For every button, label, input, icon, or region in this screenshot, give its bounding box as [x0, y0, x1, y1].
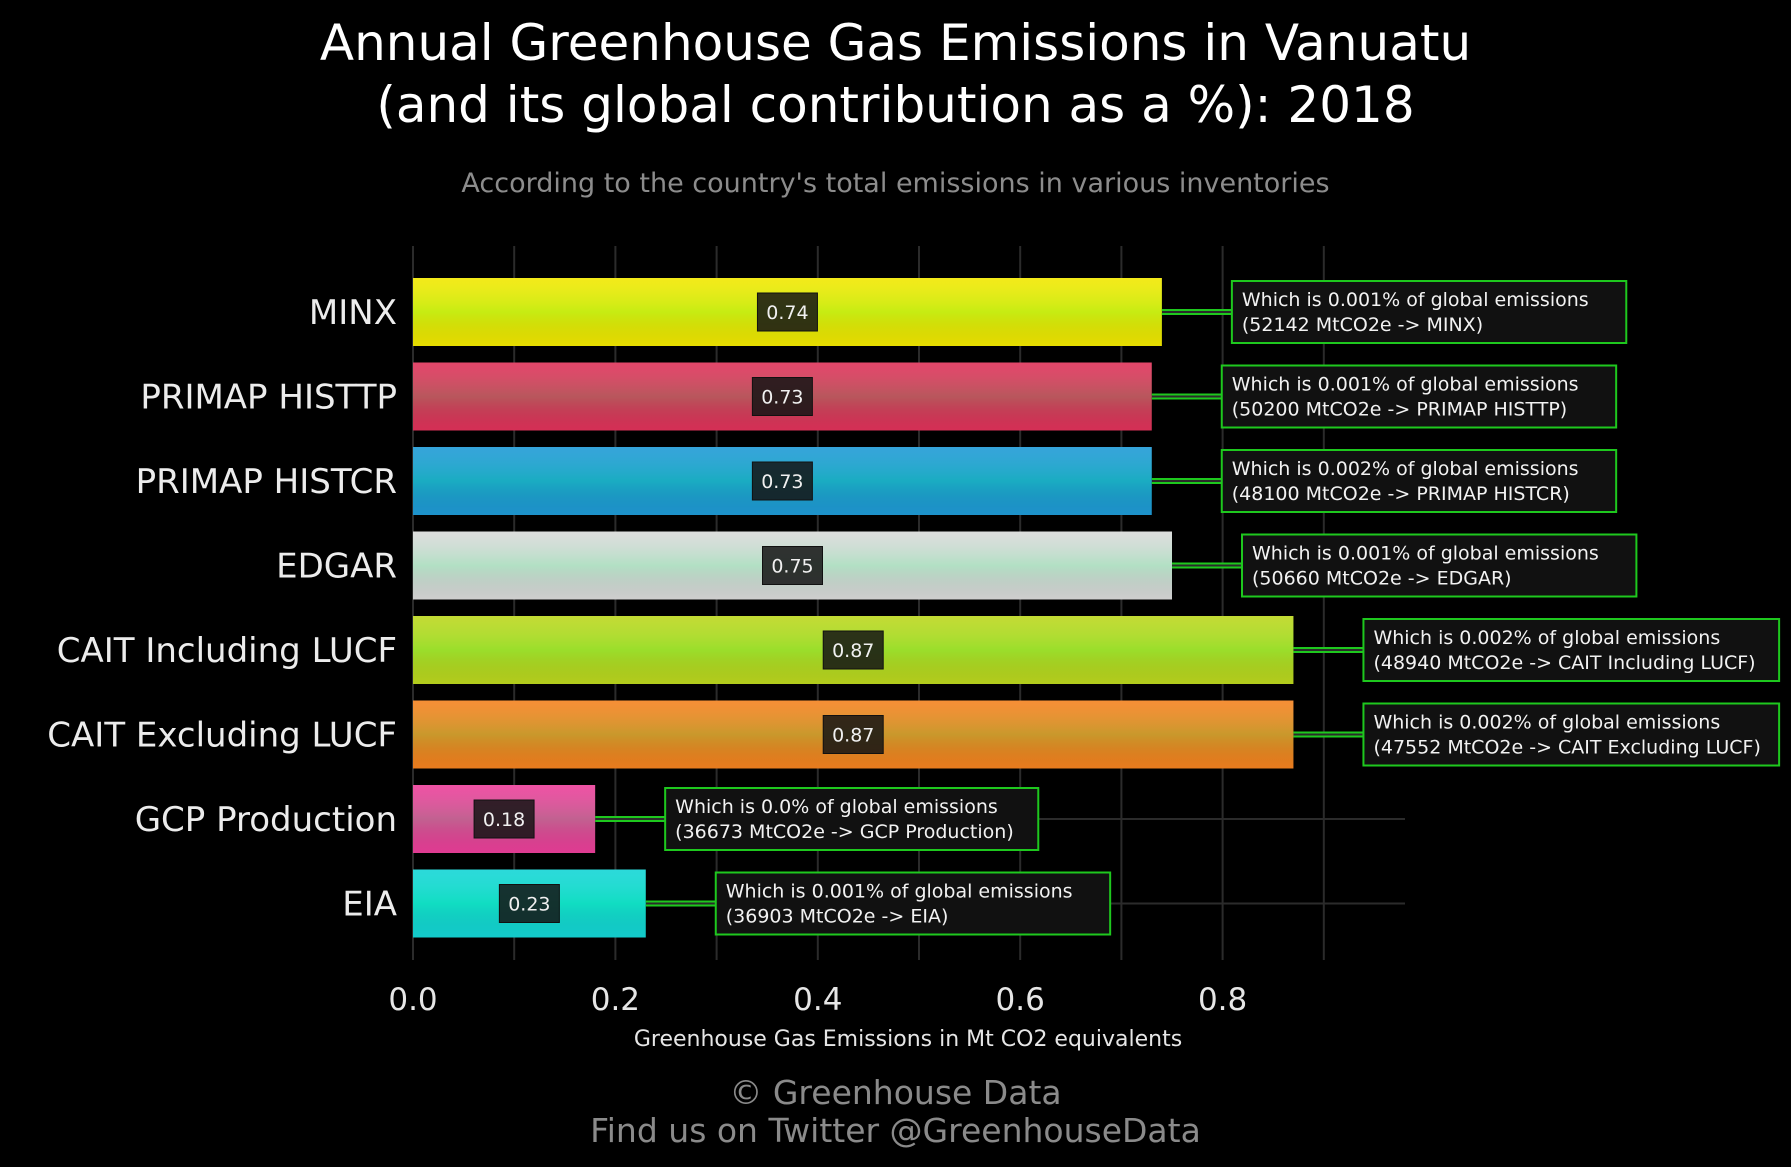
annotation-text-line2: (36903 MtCO2e -> EIA)	[726, 906, 949, 928]
footer-copyright: © Greenhouse Data	[729, 1073, 1062, 1112]
data-label-box	[822, 630, 884, 670]
annotation-text-line1: Which is 0.001% of global emissions	[726, 881, 1073, 903]
chart-title-line1: Annual Greenhouse Gas Emissions in Vanua…	[319, 14, 1472, 72]
annotation-box	[1241, 533, 1638, 598]
annotation-text-line1: Which is 0.002% of global emissions	[1232, 458, 1579, 480]
y-tick-label: CAIT Including LUCF	[57, 631, 397, 671]
annotation-box	[1220, 449, 1618, 513]
annotation-text-line1: Which is 0.002% of global emissions	[1373, 712, 1720, 734]
data-label-box	[762, 546, 823, 585]
data-label: 0.23	[508, 894, 550, 916]
data-label: 0.18	[483, 809, 525, 831]
annotation-box	[1362, 702, 1781, 767]
data-label: 0.73	[761, 387, 803, 409]
y-tick-label: GCP Production	[135, 800, 397, 840]
annotation-box	[714, 871, 1112, 936]
axes: 0.0 0.2 0.4 0.6 0.8 MINX PRIMAP HISTTP PRIMAP H…	[47, 293, 1247, 1018]
annotation-box	[1230, 280, 1628, 344]
annotation-text-line2: (48100 MtCO2e -> PRIMAP HISTCR)	[1232, 483, 1570, 505]
data-label: 0.74	[766, 302, 808, 324]
data-label-box	[756, 292, 818, 332]
data-label: 0.75	[771, 556, 813, 578]
x-axis-label: Greenhouse Gas Emissions in Mt CO2 equiv…	[634, 1027, 1182, 1052]
annotation-text-line1: Which is 0.001% of global emissions	[1252, 543, 1599, 565]
annotation-text-line1: Which is 0.001% of global emissions	[1232, 374, 1579, 396]
data-label-box	[498, 884, 560, 923]
data-label-box	[751, 377, 813, 416]
annotation-text-line2: (50200 MtCO2e -> PRIMAP HISTTP)	[1232, 399, 1567, 421]
annotation-box	[1362, 618, 1781, 682]
data-label: 0.73	[761, 471, 803, 493]
annotation-text-line2: (52142 MtCO2e -> MINX)	[1242, 314, 1483, 336]
annotations: Which is 0.001% of global emissions (5214…	[595, 280, 1781, 936]
y-tick-label: PRIMAP HISTCR	[136, 462, 397, 502]
y-tick-label: EDGAR	[276, 547, 397, 587]
annotation-text-line1: Which is 0.0% of global emissions	[675, 796, 998, 818]
chart-title-line2: (and its global contribution as a %): 20…	[376, 76, 1415, 134]
data-label-box	[751, 461, 813, 501]
data-label: 0.87	[832, 725, 874, 747]
annotation-box	[664, 787, 1040, 851]
x-tick-label: 0.2	[591, 982, 640, 1018]
annotation-text-line1: Which is 0.002% of global emissions	[1373, 627, 1720, 649]
y-tick-label: EIA	[342, 885, 397, 925]
annotation-text-line2: (47552 MtCO2e -> CAIT Excluding LUCF)	[1373, 737, 1760, 759]
data-label-box	[822, 715, 884, 754]
data-label: 0.87	[832, 640, 874, 662]
footer-twitter: Find us on Twitter @GreenhouseData	[590, 1111, 1201, 1150]
y-tick-label: MINX	[309, 293, 397, 333]
data-label-box	[473, 799, 535, 839]
annotation-box	[1220, 364, 1618, 429]
chart-title: Annual Greenhouse Gas Emissions in Vanua…	[0, 12, 1791, 136]
annotation-text-line1: Which is 0.001% of global emissions	[1242, 289, 1589, 311]
annotation-text-line2: (36673 MtCO2e -> GCP Production)	[675, 821, 1014, 843]
annotation-text-line2: (50660 MtCO2e -> EDGAR)	[1252, 568, 1512, 590]
bars: 0.74 0.73 0.73 0.75 0.87 0.87 0.18 0.23	[413, 278, 1294, 938]
y-tick-label: CAIT Excluding LUCF	[47, 716, 397, 756]
x-tick-label: 0.0	[388, 982, 437, 1018]
y-tick-label: PRIMAP HISTTP	[140, 378, 397, 418]
x-tick-label: 0.8	[1198, 982, 1247, 1018]
annotation-text-line2: (48940 MtCO2e -> CAIT Including LUCF)	[1373, 652, 1755, 674]
x-tick-label: 0.6	[996, 982, 1045, 1018]
x-tick-label: 0.4	[793, 982, 842, 1018]
chart-subtitle: According to the country's total emissio…	[461, 168, 1330, 199]
